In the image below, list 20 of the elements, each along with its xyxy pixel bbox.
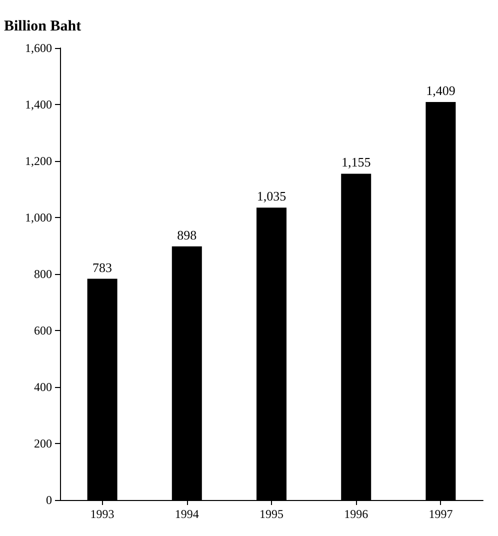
y-tick-label: 1,400	[25, 98, 52, 112]
y-tick-label: 600	[34, 324, 52, 338]
y-tick-label: 1,000	[25, 210, 52, 224]
y-tick-label: 200	[34, 436, 52, 450]
data-label: 1,035	[256, 188, 286, 204]
data-label: 898	[177, 227, 197, 242]
data-label: 1,155	[341, 154, 371, 170]
x-tick-label: 1995	[260, 507, 284, 521]
y-tick-label: 1,600	[25, 41, 52, 55]
data-label: 1,409	[426, 82, 456, 98]
y-tick-label: 400	[34, 380, 52, 394]
y-axis-title: Billion Baht	[4, 18, 82, 34]
y-tick-label: 800	[34, 267, 52, 281]
x-tick-label: 1994	[174, 507, 199, 521]
data-label: 783	[92, 260, 112, 275]
x-tick-label: 1996	[344, 507, 368, 521]
y-tick-label: 1,200	[25, 154, 52, 168]
x-tick-label: 1997	[428, 507, 453, 521]
y-tick-label: 0	[46, 493, 52, 507]
x-tick-label: 1993	[90, 507, 114, 521]
